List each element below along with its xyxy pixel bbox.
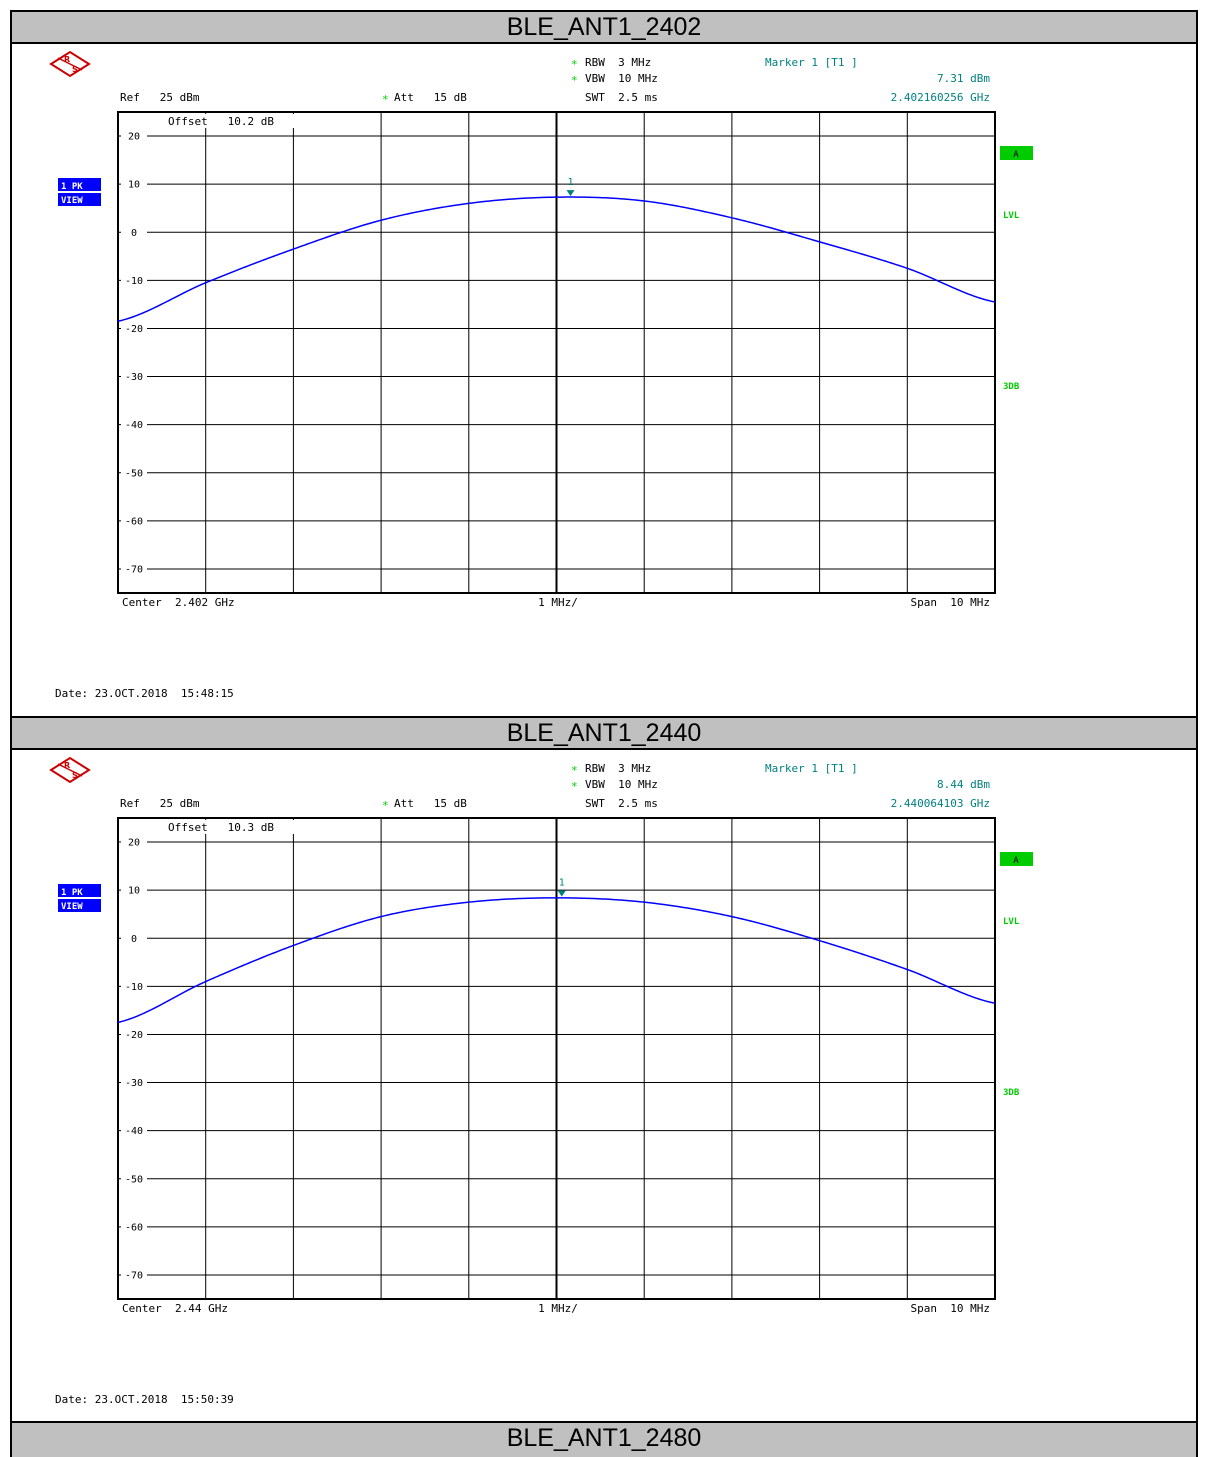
y-tick-label: -10 [125,982,143,993]
timestamp: Date: 23.OCT.2018 15:50:39 [55,1393,234,1406]
trace-view-label: VIEW [61,902,83,912]
series-line [117,897,996,1024]
y-tick-label: -40 [125,420,143,431]
star-icon: * [571,764,578,777]
y-tick-label: -60 [125,1222,143,1233]
analyzer-panel: R S * RBW 3 MHz * VBW 10 MHz SWT 2.5 ms Ref 25 … [0,44,1208,714]
svg-text:R: R [64,761,70,770]
svg-text:R: R [64,55,70,64]
star-icon: * [382,93,389,106]
panel-title-bar: BLE_ANT1_2480 [10,1421,1198,1457]
frequency-span: Span 10 MHz [911,1302,990,1315]
status-a-label: A [1013,150,1019,160]
panel-title-bar: BLE_ANT1_2402 [10,10,1198,44]
y-tick-label: 0 [131,934,137,945]
y-tick-label: 20 [128,838,140,849]
timestamp: Date: 23.OCT.2018 15:48:15 [55,687,234,700]
star-icon: * [571,58,578,71]
panel-title: BLE_ANT1_2402 [506,13,702,41]
marker-number: 1 [568,177,574,188]
y-tick-label: -50 [125,1174,143,1185]
trace-view-label: VIEW [61,196,83,206]
marker-label: Marker 1 [T1 ] [765,56,858,69]
y-tick-label: -10 [125,276,143,287]
trace-badge: 1 PK VIEW [58,884,101,912]
offset-readout: Offset 10.2 dB [168,115,274,128]
status-a-badge [1000,852,1033,866]
lvl-indicator: LVL [1003,211,1020,221]
star-icon: * [571,780,578,793]
y-tick-label: 20 [128,132,140,143]
y-tick-label: -60 [125,516,143,527]
rbw-readout: RBW 3 MHz [585,56,651,69]
y-tick-label: -40 [125,1126,143,1137]
ref-level-readout: Ref 25 dBm [120,91,200,104]
marker-level: 8.44 dBm [937,778,990,791]
frequency-division: 1 MHz/ [538,596,578,609]
status-a-badge [1000,146,1033,160]
svg-text:S: S [72,771,78,780]
marker-triangle-icon [566,190,575,197]
panel-title: BLE_ANT1_2440 [506,719,702,747]
marker-frequency: 2.440064103 GHz [891,797,990,810]
swt-readout: SWT 2.5 ms [585,91,658,104]
rs-logo-icon: RS [49,50,91,78]
y-tick-label: 10 [128,180,140,191]
panel-title: BLE_ANT1_2480 [506,1424,702,1452]
y-tick-label: -70 [125,564,143,575]
y-tick-label: 10 [128,886,140,897]
trace-mode-label: 1 PK [61,888,83,898]
svg-text:S: S [72,65,78,74]
marker-label: Marker 1 [T1 ] [765,762,858,775]
marker-number: 1 [559,878,565,889]
center-frequency: Center 2.44 GHz [122,1302,228,1315]
vbw-readout: VBW 10 MHz [585,72,658,85]
spectrum-plot: RS * RBW 3 MHz * VBW 10 MHz SWT 2.5 ms Ref 25 … [49,50,1033,700]
y-tick-label: -20 [125,1030,143,1041]
trace-mode-label: 1 PK [61,182,83,192]
marker-frequency: 2.402160256 GHz [891,91,990,104]
frequency-span: Span 10 MHz [911,596,990,609]
y-tick-label: -70 [125,1270,143,1281]
attenuation-readout: Att 15 dB [394,797,467,810]
y-tick-label: -20 [125,324,143,335]
swt-readout: SWT 2.5 ms [585,797,658,810]
db3-indicator: 3DB [1003,382,1020,392]
panel-title-bar: BLE_ANT1_2440 [10,716,1198,750]
analyzer-panel: R S * RBW 3 MHz * VBW 10 MHz SWT 2.5 ms Ref 25 … [0,750,1208,1420]
vbw-readout: VBW 10 MHz [585,778,658,791]
y-tick-label: -30 [125,1078,143,1089]
grid: 20 10 0 -10 -20 -30 -40 -50 -60 -70 [118,818,995,1299]
status-a-label: A [1013,856,1019,866]
lvl-indicator: LVL [1003,917,1020,927]
rbw-readout: RBW 3 MHz [585,762,651,775]
trace-badge: 1 PK VIEW [58,178,101,206]
attenuation-readout: Att 15 dB [394,91,467,104]
y-tick-label: -30 [125,372,143,383]
marker-level: 7.31 dBm [937,72,990,85]
offset-readout: Offset 10.3 dB [168,821,274,834]
marker-triangle-icon [557,890,566,897]
y-tick-label: -50 [125,468,143,479]
rs-logo-icon: RS [49,756,91,784]
star-icon: * [571,74,578,87]
spectrum-plot: RS * RBW 3 MHz * VBW 10 MHz SWT 2.5 ms Ref 25 … [49,756,1033,1406]
frequency-division: 1 MHz/ [538,1302,578,1315]
series-line [117,196,996,322]
star-icon: * [382,799,389,812]
y-tick-label: 0 [131,228,137,239]
ref-level-readout: Ref 25 dBm [120,797,200,810]
grid: 20 10 0 -10 -20 -30 -40 -50 -60 -70 [118,112,995,593]
db3-indicator: 3DB [1003,1088,1020,1098]
center-frequency: Center 2.402 GHz [122,596,235,609]
